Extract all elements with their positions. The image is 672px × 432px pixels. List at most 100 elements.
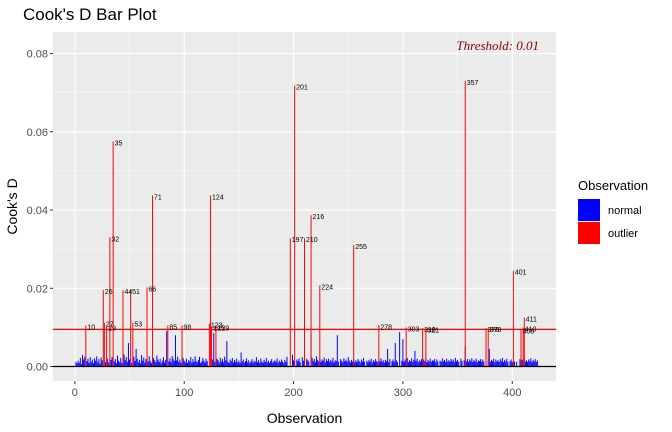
bar-normal xyxy=(530,358,532,367)
bar-label: 216 xyxy=(313,214,325,221)
x-tick-label: 400 xyxy=(503,387,521,399)
bar-normal xyxy=(119,362,121,367)
bar-normal xyxy=(267,360,269,367)
bar-normal xyxy=(460,358,462,367)
bar-normal xyxy=(451,361,453,367)
bar-label: 376 xyxy=(488,327,500,334)
bar-normal xyxy=(187,363,188,367)
bar-normal xyxy=(480,359,482,367)
bar-normal xyxy=(121,363,123,367)
bar-normal xyxy=(277,362,279,367)
bar-normal xyxy=(493,358,495,367)
bar-normal xyxy=(270,361,272,367)
bar-normal xyxy=(456,361,457,367)
bar-outlier xyxy=(211,326,213,367)
bar-normal xyxy=(179,359,181,367)
bar-normal xyxy=(492,361,494,367)
bar-label: 224 xyxy=(321,285,333,292)
bar-label: 44 xyxy=(124,289,132,296)
bar-normal xyxy=(127,343,129,367)
bar-label: 321 xyxy=(427,328,439,335)
bar-normal xyxy=(110,359,112,367)
bar-normal xyxy=(384,359,386,367)
bar-normal xyxy=(516,361,518,367)
bar-normal xyxy=(246,358,248,367)
bar-normal xyxy=(100,357,102,367)
bar-normal xyxy=(368,359,370,367)
bar-normal xyxy=(173,361,175,367)
bar-normal xyxy=(157,359,159,367)
bar-normal xyxy=(414,350,416,367)
bar-normal xyxy=(503,362,505,367)
bar-normal xyxy=(194,356,196,367)
bar-normal xyxy=(324,362,326,367)
bar-label: 71 xyxy=(154,195,162,202)
bar-label: 278 xyxy=(380,324,392,331)
bar-normal xyxy=(380,358,382,367)
bar-normal xyxy=(98,359,100,367)
x-axis: 0 100 200 300 400 xyxy=(72,381,521,399)
bar-normal xyxy=(291,354,293,367)
bar-normal xyxy=(274,360,276,367)
bar-normal xyxy=(113,361,115,367)
bar-normal xyxy=(126,361,128,367)
bar-normal xyxy=(144,362,146,367)
bar-normal xyxy=(250,361,252,367)
y-axis-title: Cook's D xyxy=(4,178,20,234)
bar-normal xyxy=(178,361,180,367)
bar-normal xyxy=(389,359,391,367)
bar-outlier xyxy=(85,325,87,367)
bar-normal xyxy=(218,362,220,367)
bar-normal xyxy=(326,361,328,367)
bar-normal xyxy=(123,354,125,367)
bar-normal xyxy=(466,359,468,367)
bar-outlier xyxy=(122,290,124,367)
bar-outlier xyxy=(485,328,487,367)
bar-normal xyxy=(372,360,374,367)
chart-title: Cook's D Bar Plot xyxy=(23,5,157,24)
y-tick-label: 0.02 xyxy=(27,283,48,295)
bar-normal xyxy=(416,358,418,367)
bar-normal xyxy=(272,362,274,367)
bar-normal xyxy=(387,348,389,367)
bar-normal xyxy=(308,361,310,367)
bar-normal xyxy=(336,335,338,367)
bar-normal xyxy=(403,361,405,367)
bar-normal xyxy=(171,355,173,367)
bar-normal xyxy=(156,355,158,367)
bar-normal xyxy=(321,359,323,367)
bar-normal xyxy=(386,361,388,367)
bar-normal xyxy=(382,360,384,367)
bar-normal xyxy=(490,359,492,367)
bars xyxy=(75,80,538,367)
bar-normal xyxy=(497,360,499,367)
bar-normal xyxy=(388,362,390,367)
bar-normal xyxy=(99,363,101,367)
bar-normal xyxy=(423,359,425,367)
bar-outlier xyxy=(130,290,132,367)
bar-normal xyxy=(469,359,471,367)
bar-normal xyxy=(341,360,343,367)
bar-normal xyxy=(148,356,150,367)
bar-normal xyxy=(131,362,133,367)
bar-outlier xyxy=(512,270,514,367)
bar-normal xyxy=(322,360,324,367)
bar-normal xyxy=(533,361,535,367)
bar-normal xyxy=(442,361,444,367)
bar-normal xyxy=(519,359,521,367)
bar-label: 357 xyxy=(467,80,479,87)
bar-normal xyxy=(306,358,308,367)
bar-normal xyxy=(457,359,459,367)
bar-label: 129 xyxy=(217,326,229,333)
bar-label: 10 xyxy=(87,324,95,331)
bar-normal xyxy=(364,361,366,367)
bar-normal xyxy=(500,361,502,367)
bar-normal xyxy=(483,361,485,367)
bar-normal xyxy=(474,361,476,367)
bar-normal xyxy=(340,359,342,367)
bar-normal xyxy=(108,362,110,367)
bar-normal xyxy=(282,361,284,367)
bar-label: 85 xyxy=(169,324,177,331)
bar-normal xyxy=(379,361,381,367)
x-tick-label: 0 xyxy=(72,387,78,399)
